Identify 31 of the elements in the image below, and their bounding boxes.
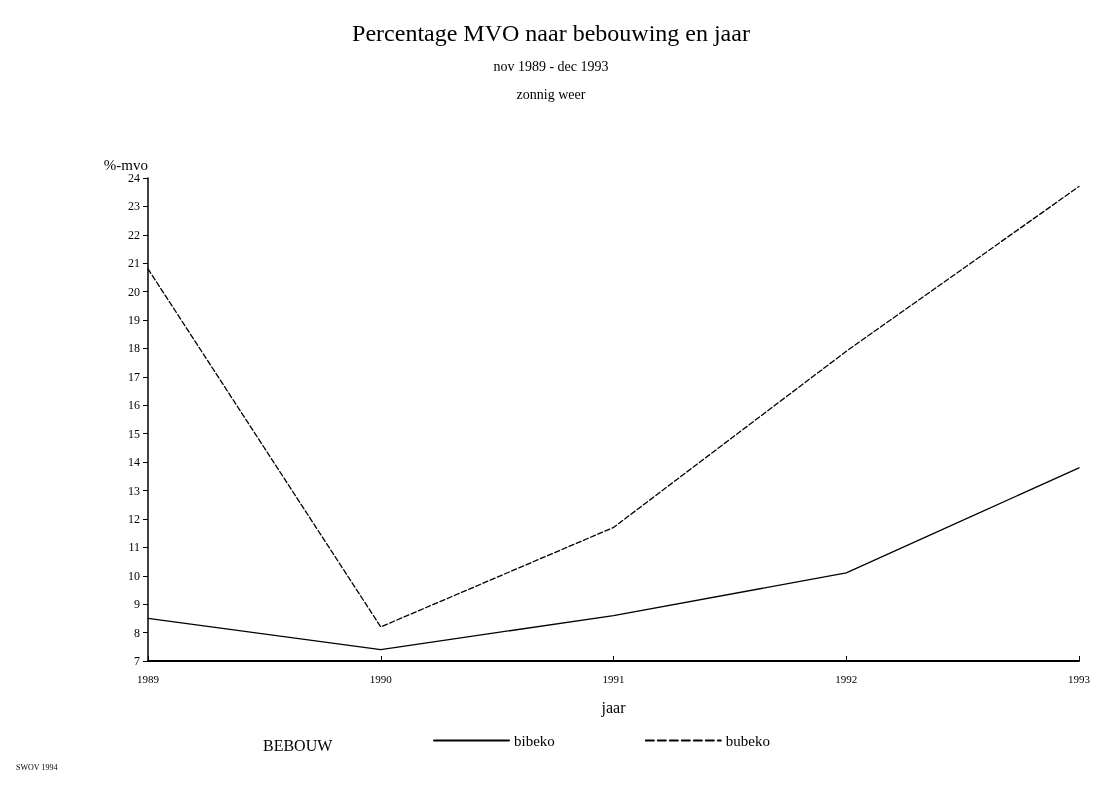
x-tick-label: 1993 bbox=[1068, 672, 1091, 685]
y-tick-label: 7 bbox=[134, 654, 140, 668]
text: SWOV 1994 bbox=[16, 762, 58, 772]
x-tick-label: 1991 bbox=[602, 672, 625, 685]
y-tick-label: 10 bbox=[128, 568, 140, 583]
x-tick-label: 1990 bbox=[369, 672, 393, 685]
y-tick-label: 23 bbox=[128, 199, 140, 214]
y-tick-label: 24 bbox=[128, 171, 140, 185]
y-tick-label: 19 bbox=[128, 313, 140, 328]
y-tick-label: 22 bbox=[128, 227, 140, 242]
y-tick-label: 17 bbox=[128, 369, 140, 384]
y-tick-label: 13 bbox=[128, 483, 140, 498]
x-axis-title: jaar bbox=[600, 698, 627, 717]
x-tick-label: 1989 bbox=[137, 672, 160, 685]
y-tick-label: 8 bbox=[134, 625, 140, 640]
y-tick-label: 9 bbox=[134, 597, 140, 612]
y-tick-label: 20 bbox=[128, 284, 140, 299]
legend-title: BEBOUW bbox=[263, 736, 334, 754]
y-tick-label: 18 bbox=[128, 341, 140, 356]
y-tick-label: 21 bbox=[128, 256, 140, 271]
y-tick-label: 11 bbox=[128, 540, 140, 555]
y-tick-label: 16 bbox=[128, 398, 140, 413]
x-tick-label: 1992 bbox=[835, 672, 858, 685]
legend-label: bubeko bbox=[725, 732, 770, 749]
legend-label: bibeko bbox=[514, 732, 555, 749]
y-tick-label: 12 bbox=[128, 511, 140, 526]
y-tick-label: 14 bbox=[128, 455, 140, 470]
y-tick-label: 15 bbox=[128, 426, 140, 441]
chart-title: Percentage MVO naar bebouwing en jaar bbox=[352, 20, 750, 46]
chart-subtitle: nov 1989 - dec 1993 zonnig weer bbox=[493, 58, 609, 102]
y-axis-title: %-mvo bbox=[103, 156, 148, 173]
